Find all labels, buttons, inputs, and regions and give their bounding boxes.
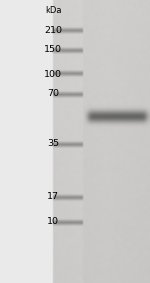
Text: kDa: kDa bbox=[45, 6, 62, 15]
Text: 10: 10 bbox=[47, 217, 59, 226]
Text: 150: 150 bbox=[44, 45, 62, 54]
Text: 17: 17 bbox=[47, 192, 59, 201]
Text: 70: 70 bbox=[47, 89, 59, 98]
Text: 35: 35 bbox=[47, 139, 59, 148]
Text: 210: 210 bbox=[44, 26, 62, 35]
Text: 100: 100 bbox=[44, 70, 62, 79]
